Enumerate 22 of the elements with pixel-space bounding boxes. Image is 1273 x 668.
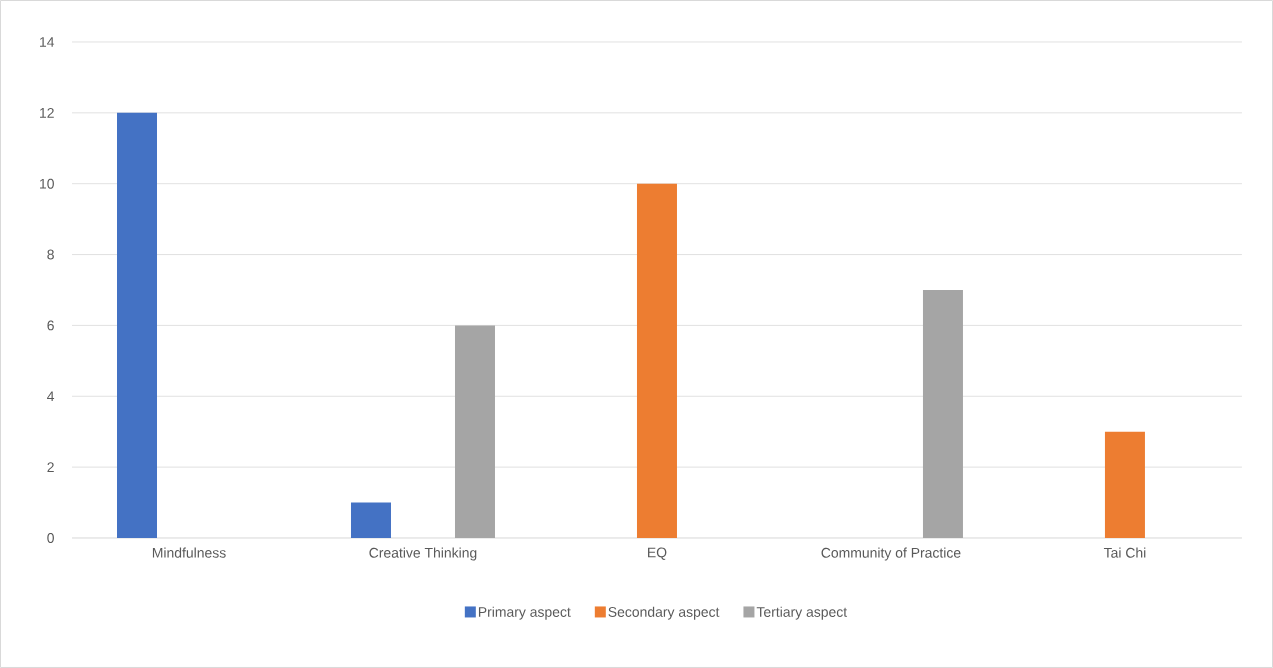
y-tick-label: 14 [40,37,55,47]
bar [1104,431,1145,538]
y-tick-label: 10 [40,178,54,189]
x-tick-label: Tai Chi [1103,547,1146,558]
legend-label: Tertiary aspect [756,606,848,620]
x-tick-label: Mindfulness [152,547,226,558]
bar [636,183,677,538]
legend-label: Primary aspect [478,606,571,620]
y-tick-label: 0 [47,533,54,543]
y-tick-label: 2 [47,462,54,472]
bar [454,325,495,538]
bar [117,112,157,538]
y-tick-label: 6 [47,320,54,331]
y-tick-label: 4 [47,391,55,402]
x-tick-label: Creative Thinking [369,547,477,561]
bar [350,502,391,538]
y-tick-label: 8 [47,249,54,260]
x-tick-label: EQ [648,547,667,560]
y-tick-label: 12 [40,107,54,118]
x-tick-label: Community of Practice [821,547,961,561]
bar [922,289,963,538]
legend-label: Secondary aspect [608,606,720,620]
